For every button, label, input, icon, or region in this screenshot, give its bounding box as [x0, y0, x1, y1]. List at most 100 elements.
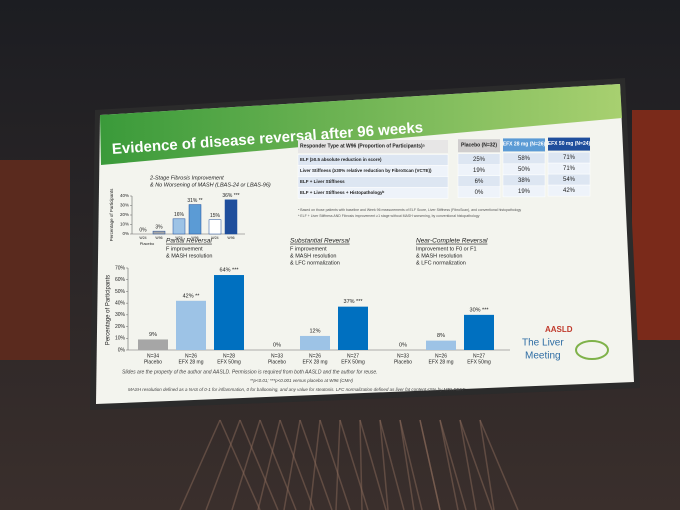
table-header-cell	[503, 138, 545, 152]
y-tick-label: 70%	[115, 265, 126, 271]
table-cell-text: 42%	[563, 188, 576, 194]
table-header: EFX 50 mg (N=24)	[548, 141, 591, 147]
y-tick-label: 20%	[115, 324, 126, 330]
chart-title: 2-Stage Fibrosis Improvement	[149, 175, 224, 181]
panel-title: Near-Complete Reversal	[416, 238, 488, 245]
bar	[138, 339, 168, 350]
panel-subtitle: F improvement	[166, 246, 203, 252]
x-tick-label: W96	[227, 236, 234, 240]
stage-truss	[479, 419, 519, 510]
x-tick-label: W24	[211, 236, 218, 240]
stage-truss	[239, 419, 279, 510]
stage-truss	[479, 419, 495, 510]
table-cell-text: 19%	[518, 189, 531, 195]
n-label: N=27	[473, 353, 485, 359]
table-cell-text: 54%	[563, 177, 576, 183]
y-tick-label: 60%	[115, 277, 126, 283]
side-screen	[632, 110, 680, 340]
chart-title: & No Worsening of MASH (LBAS-24 or LBAS-…	[150, 182, 271, 188]
y-axis-label: Percentage of Participants	[106, 275, 112, 345]
bar	[152, 230, 166, 235]
bar	[208, 219, 222, 235]
bar	[300, 335, 330, 350]
value-label: 0%	[273, 342, 281, 348]
value-label: 8%	[437, 333, 445, 339]
stage-truss	[399, 419, 415, 510]
x-tick-label: W96	[191, 236, 198, 240]
n-label: N=26	[185, 353, 197, 359]
group-label: Placebo	[140, 241, 155, 246]
panel-subtitle: F improvement	[290, 246, 327, 252]
bar	[464, 314, 494, 350]
arm-label: EFX 50mg	[217, 359, 241, 365]
y-tick-label: 50%	[115, 289, 126, 295]
slide-content: 2-Stage Fibrosis Improvement& No Worseni…	[106, 137, 609, 392]
arm-label: EFX 28 mg	[302, 359, 327, 365]
stage-truss	[419, 419, 441, 510]
table-cell	[457, 186, 501, 198]
arm-label: Placebo	[144, 359, 162, 365]
x-tick-label: W96	[155, 236, 162, 240]
bar	[172, 218, 186, 235]
panel-subtitle: & MASH resolution	[166, 253, 212, 259]
arm-label: EFX 28 mg	[428, 359, 453, 365]
bar	[214, 275, 244, 350]
stage-truss	[309, 419, 321, 510]
n-label: N=27	[347, 353, 359, 359]
arm-label: EFX 50mg	[341, 359, 365, 365]
arm-label: EFX 50mg	[467, 359, 491, 365]
y-tick-label: 30%	[115, 312, 126, 318]
table-cell-text: 6%	[475, 179, 484, 185]
value-label: 31% **	[187, 198, 202, 204]
logo-text: AASLD	[545, 325, 573, 334]
value-label: 42% **	[183, 293, 201, 299]
table-header-cell	[548, 137, 590, 151]
y-tick-label: 20%	[120, 212, 129, 217]
value-label: 37% ***	[344, 299, 364, 305]
panel-title: Partial Reversal	[166, 238, 212, 245]
logo-mark	[575, 340, 609, 360]
panel-subtitle: & MASH resolution	[290, 253, 336, 259]
x-tick-label: W24	[175, 236, 182, 240]
table-cell-text: 71%	[563, 155, 576, 161]
n-label: N=26	[309, 353, 321, 359]
panel-subtitle: & LFC normalization	[290, 260, 340, 266]
n-label: N=34	[147, 353, 159, 359]
value-label: 15%	[210, 213, 221, 219]
bar	[224, 199, 238, 235]
bar	[426, 340, 456, 350]
value-label: 16%	[174, 212, 185, 218]
table-header: Placebo (N=32)	[461, 143, 497, 149]
logo-text: The Liver	[522, 338, 564, 349]
stage-truss	[299, 419, 333, 510]
panel-subtitle: & MASH resolution	[416, 253, 462, 259]
n-label: N=33	[397, 353, 409, 359]
table-cell-text: ELF + Liver Stiffness	[300, 179, 345, 184]
value-label: 0%	[139, 227, 147, 233]
y-tick-label: 10%	[120, 222, 129, 227]
table-cell-text: Liver Stiffness (≥30% relative reduction…	[300, 168, 432, 173]
arm-label: EFX 28 mg	[178, 359, 203, 365]
table-cell-text: 0%	[475, 190, 484, 196]
n-label: N=28	[223, 353, 235, 359]
footnote: ᵃ Based on those patients with baseline …	[298, 208, 521, 212]
panel-subtitle: Improvement to F0 or F1	[416, 246, 477, 252]
y-tick-label: 40%	[120, 193, 129, 198]
bar	[176, 300, 206, 350]
table-cell-text: 38%	[518, 178, 531, 184]
value-label: 3%	[155, 224, 163, 230]
bar	[188, 204, 202, 235]
value-label: 30% ***	[470, 307, 490, 313]
footer-text: **p<0.01; ***p<0.001 versus placebo at W…	[250, 378, 354, 383]
x-tick-label: W24	[139, 236, 146, 240]
value-label: 64% ***	[220, 267, 240, 273]
stage-truss	[335, 419, 341, 510]
stage-truss	[359, 419, 363, 510]
stage-truss	[379, 419, 405, 510]
table-header: Responder Type at W96 (Proportion of Par…	[300, 143, 425, 149]
footer-text: Slides are the property of the author an…	[122, 369, 378, 375]
table-header-cell	[298, 140, 448, 153]
n-label: N=26	[435, 353, 447, 359]
stage-truss	[379, 419, 389, 510]
